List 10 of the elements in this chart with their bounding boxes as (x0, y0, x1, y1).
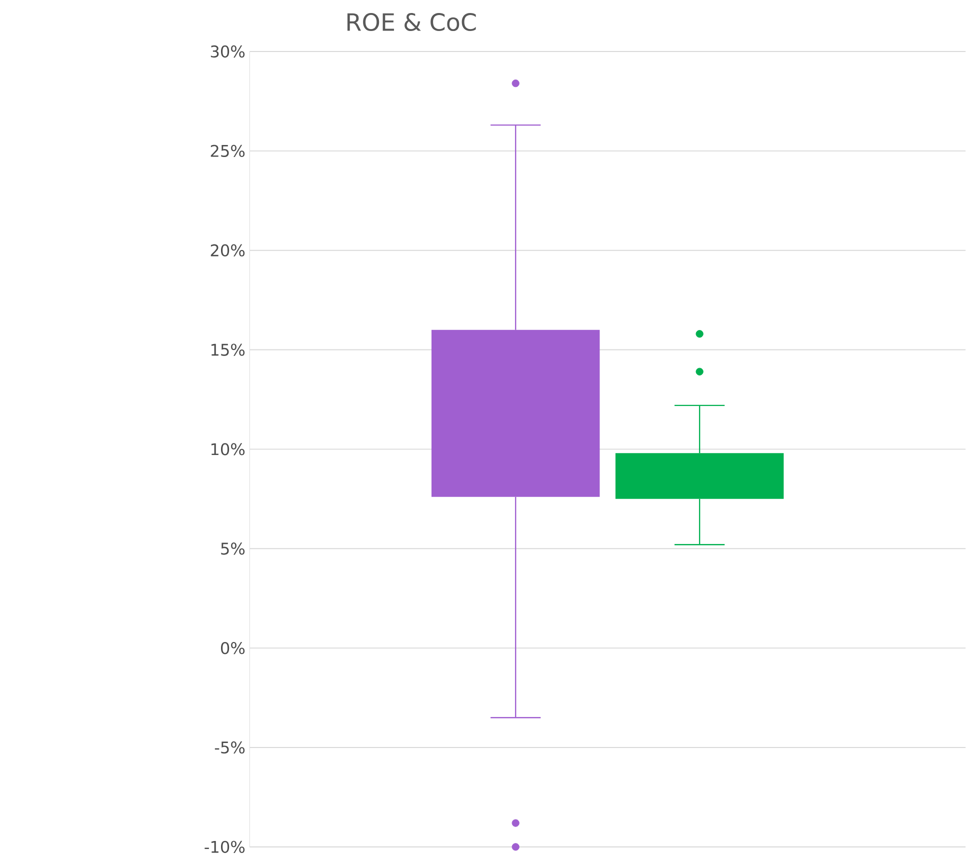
y-tick-label: 0% (221, 642, 245, 654)
chart-title: ROE & CoC (347, 12, 476, 31)
y-tick-label: 15% (211, 344, 245, 356)
y-tick-label: -5% (214, 741, 245, 754)
y-tick-label: 10% (211, 442, 245, 456)
y-tick-label: 20% (210, 244, 245, 256)
y-tick-label: 25% (210, 144, 245, 157)
y-tick-label: 30% (210, 45, 245, 58)
y-tick-label: -10% (204, 840, 245, 853)
y-tick-label: 5% (221, 542, 245, 555)
